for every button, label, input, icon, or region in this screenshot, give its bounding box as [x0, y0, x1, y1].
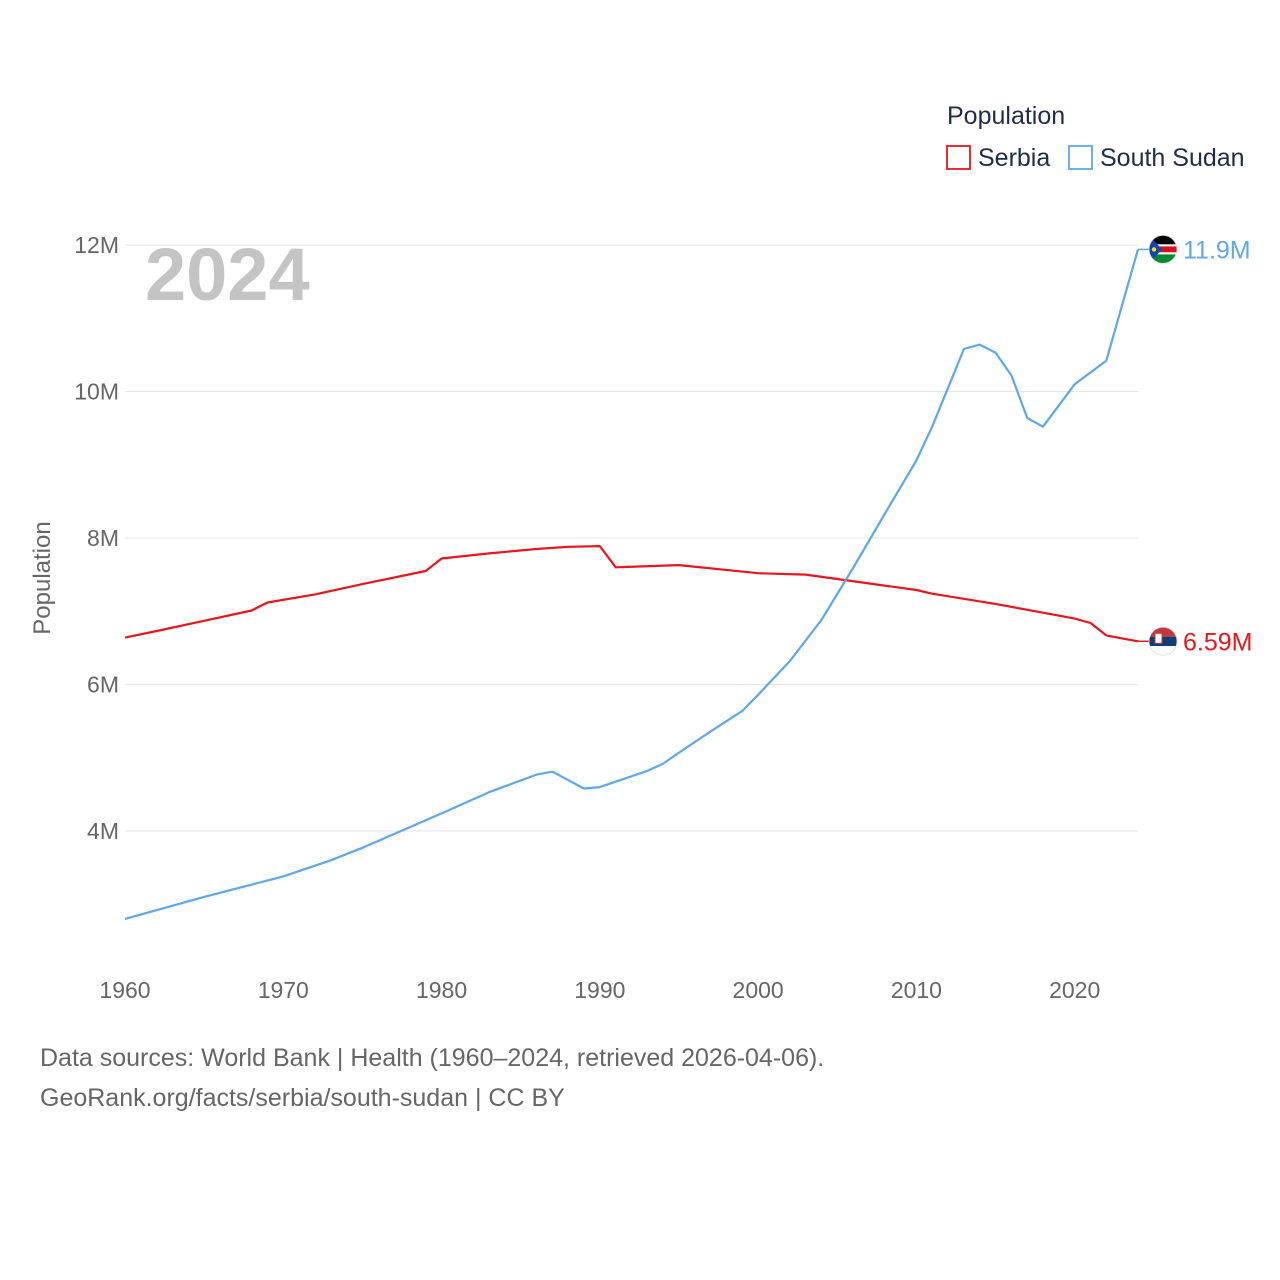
x-tick-label: 1960: [99, 977, 150, 1003]
x-tick-label: 2020: [1049, 977, 1100, 1003]
x-tick-label: 1980: [416, 977, 467, 1003]
legend-item-serbia[interactable]: Serbia: [946, 144, 1050, 172]
legend-title: Population: [947, 102, 1065, 130]
y-tick-label: 8M: [87, 525, 119, 551]
legend-item-south-sudan[interactable]: South Sudan: [1068, 144, 1245, 172]
x-tick-label: 2000: [733, 977, 784, 1003]
x-tick-label: 1990: [574, 977, 625, 1003]
data-source-line: Data sources: World Bank | Health (1960–…: [40, 1044, 825, 1072]
x-axis-ticks: 1960 1970 1980 1990 2000 2010 2020: [99, 977, 1100, 1003]
legend-label: Serbia: [978, 144, 1050, 172]
gridlines: [125, 244, 1138, 832]
legend-swatch: [1068, 145, 1093, 170]
end-value-label-serbia: 6.59M: [1183, 628, 1252, 656]
series-line-south-sudan: [124, 249, 1140, 920]
legend-label: South Sudan: [1100, 144, 1245, 172]
current-year-label: 2024: [145, 233, 310, 316]
legend-items: Serbia South Sudan: [946, 144, 1245, 172]
series-lines: [124, 249, 1140, 920]
x-tick-label: 1970: [258, 977, 309, 1003]
y-tick-label: 4M: [87, 818, 119, 844]
credit-line[interactable]: GeoRank.org/facts/serbia/south-sudan | C…: [40, 1084, 565, 1112]
serbia-flag-icon: [1148, 626, 1178, 656]
series-end-labels: 6.59M 11.9M: [1138, 234, 1252, 656]
legend: Population Serbia South Sudan: [946, 102, 1245, 172]
x-tick-label: 2010: [891, 977, 942, 1003]
y-tick-label: 6M: [87, 672, 119, 698]
y-axis-ticks: 4M 6M 8M 10M 12M: [74, 232, 119, 844]
legend-swatch: [946, 145, 971, 170]
y-axis-label: Population: [29, 521, 56, 634]
y-tick-label: 10M: [74, 379, 119, 405]
south-sudan-flag-icon: [1148, 234, 1178, 264]
series-line-serbia: [124, 544, 1139, 643]
end-value-label-south-sudan: 11.9M: [1183, 236, 1251, 264]
y-tick-label: 12M: [74, 232, 119, 258]
